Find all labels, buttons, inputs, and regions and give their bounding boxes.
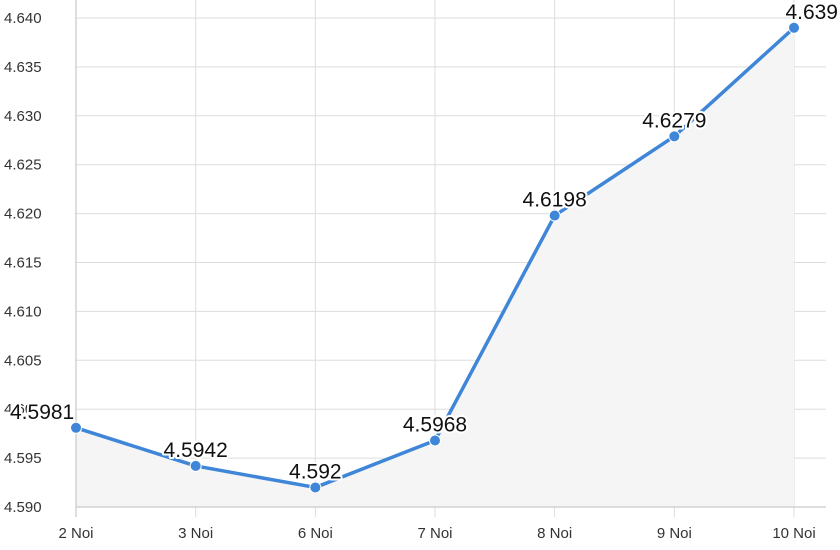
data-label: 4.5942 xyxy=(164,439,228,462)
data-label: 4.6198 xyxy=(523,189,587,212)
y-tick-label: 4.610 xyxy=(4,303,42,320)
data-label: 4.592 xyxy=(289,460,342,483)
data-point xyxy=(189,459,202,472)
y-tick-label: 4.600 xyxy=(4,401,42,418)
data-point xyxy=(429,434,441,447)
x-tick-label: 7 Noi xyxy=(417,525,452,542)
y-tick-label: 4.590 xyxy=(4,499,42,516)
series-area xyxy=(76,27,794,508)
x-tick-label: 2 Noi xyxy=(58,525,93,542)
data-label: 4.6279 xyxy=(642,109,706,132)
tick-label-layer: 4.590 4.595 4.600 4.605 4.610 4.615 4.620 4.625… xyxy=(4,10,816,542)
x-tick-label: 8 Noi xyxy=(537,525,572,542)
series-layer xyxy=(70,21,800,494)
data-label: 4.5981 xyxy=(10,401,74,424)
y-tick-label: 4.605 xyxy=(4,352,42,369)
y-tick-label: 4.595 xyxy=(4,450,42,467)
data-point xyxy=(788,21,800,34)
y-tick-label: 4.615 xyxy=(4,255,42,272)
data-point xyxy=(70,421,82,434)
y-tick-label: 4.620 xyxy=(4,206,42,223)
data-label: 4.639 xyxy=(785,1,838,24)
data-label: 4.5968 xyxy=(403,413,467,436)
data-label-layer: 4.5981 4.5942 4.592 4.5968 4.6198 4.6279 4.639 xyxy=(8,0,840,485)
data-point xyxy=(309,481,322,494)
x-tick-label: 3 Noi xyxy=(178,525,213,542)
y-tick-label: 4.640 xyxy=(4,10,42,27)
data-point xyxy=(548,209,561,222)
data-point xyxy=(668,130,681,143)
x-tick-label: 6 Noi xyxy=(298,525,333,542)
x-tick-label: 9 Noi xyxy=(657,525,692,542)
y-tick-label: 4.630 xyxy=(4,108,42,125)
x-tick-label: 10 Noi xyxy=(772,525,815,542)
area-layer xyxy=(76,27,794,508)
y-tick-label: 4.625 xyxy=(4,157,42,174)
y-tick-label: 4.635 xyxy=(4,59,42,76)
